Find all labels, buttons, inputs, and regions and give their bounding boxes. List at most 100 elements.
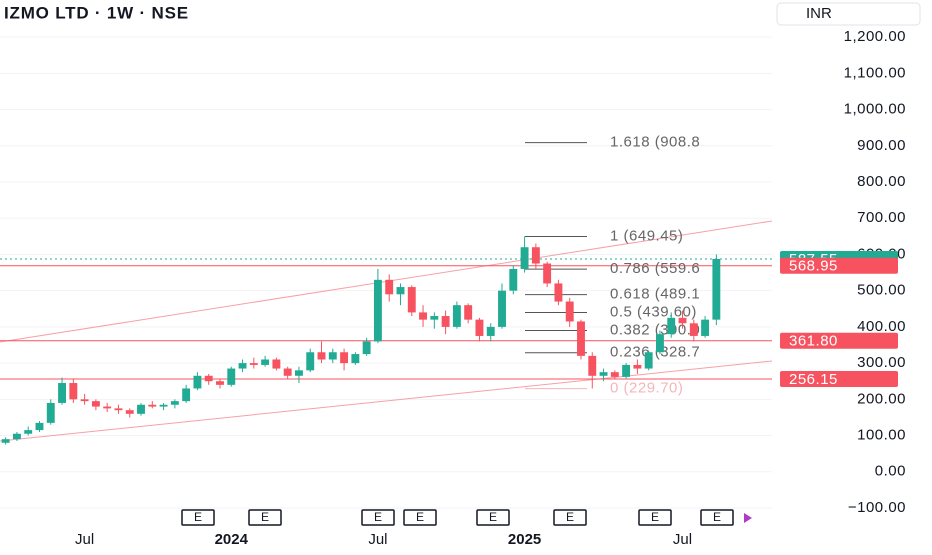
candle-body	[58, 383, 66, 403]
candle-body	[159, 404, 168, 407]
currency[interactable]: INR	[806, 5, 832, 22]
candle-body	[114, 408, 123, 411]
candle-body	[407, 287, 416, 313]
candle-body	[430, 316, 439, 320]
fib-label: 1.618 (908.8	[610, 134, 700, 151]
candle-body	[261, 359, 270, 365]
event-marker	[700, 509, 734, 526]
candle-body	[69, 383, 78, 400]
y-tick-label: 1,200.00	[844, 28, 906, 45]
event-marker	[638, 509, 672, 526]
y-tick-label: 500.00	[857, 282, 906, 299]
grid	[0, 36, 772, 509]
fib-label: 0.786 (559.6	[610, 260, 700, 277]
channel-lower	[0, 360, 772, 442]
candle-body	[599, 372, 608, 376]
candle-body	[633, 364, 642, 369]
candle-body	[678, 317, 687, 324]
candle-body	[148, 404, 157, 407]
chart-title: IZMO LTD · 1W · NSE	[4, 3, 189, 22]
candle-body	[509, 268, 518, 291]
candle-body	[170, 401, 179, 405]
candle-body	[486, 326, 495, 336]
candle-body	[656, 334, 664, 353]
candle-body	[46, 402, 55, 423]
candle-body	[701, 319, 710, 336]
candle-body	[35, 422, 44, 431]
event-label: E	[713, 510, 721, 524]
candle-body	[588, 355, 597, 376]
y-tick-label: 200.00	[857, 390, 906, 407]
candle-body	[452, 305, 461, 327]
x-tick-label: 2024	[215, 531, 249, 548]
candle-body	[689, 323, 698, 336]
y-tick-label: 1,100.00	[844, 64, 906, 81]
candle-body	[543, 263, 552, 284]
price-tag-label: 361.80	[789, 333, 838, 350]
y-tick-label: 0.00	[875, 463, 906, 480]
candle-body	[227, 368, 236, 385]
y-tick-label: 1,000.00	[844, 101, 906, 118]
fib-label: 1 (649.45)	[610, 228, 683, 245]
x-tick-label: 2025	[508, 531, 541, 548]
candle-body	[137, 404, 145, 414]
candle-body	[306, 352, 315, 371]
fib-label: 0 (229.70)	[610, 380, 683, 397]
candle-body	[216, 381, 224, 385]
price-tag	[780, 370, 898, 387]
candle-body	[238, 363, 247, 369]
y-axis: 1,200.00 1,100.00 1,000.00 900.00 800.00 700.…	[780, 28, 906, 516]
event-label: E	[566, 510, 574, 524]
candle-body	[610, 372, 619, 377]
candle-body	[373, 279, 382, 342]
candle-body	[91, 401, 100, 407]
candle-body	[328, 352, 337, 360]
y-tick-label: 100.00	[857, 427, 906, 444]
y-tick-label: 700.00	[857, 209, 906, 226]
event-marker	[403, 509, 437, 526]
y-tick-label: 300.00	[857, 354, 906, 371]
event-marker	[361, 509, 395, 526]
event-label: E	[374, 510, 382, 524]
event-label: E	[261, 510, 269, 524]
candle-body	[24, 430, 33, 434]
candle-body	[475, 319, 484, 336]
candle-body	[577, 321, 585, 356]
candle-body	[644, 352, 653, 369]
candle-body	[351, 354, 360, 364]
candle-body	[295, 370, 303, 376]
price-tag	[780, 257, 898, 274]
candle-body	[340, 352, 349, 364]
price-tag-label: 256.15	[789, 371, 838, 388]
candle-body	[419, 312, 427, 320]
candle-body	[283, 368, 292, 376]
scroll-arrow[interactable]	[744, 513, 752, 523]
event-label: E	[416, 510, 424, 524]
candle-body	[362, 341, 371, 355]
event-label: E	[489, 510, 497, 524]
event-marker	[476, 509, 510, 526]
y-tick-label: 800.00	[857, 173, 906, 190]
event-marker	[181, 509, 215, 526]
fib-label: 0.618 (489.1	[610, 286, 700, 303]
y-tick-label: 900.00	[857, 137, 906, 154]
candle-body	[498, 290, 506, 327]
candle-body	[565, 301, 574, 322]
price-tag-label: 568.95	[789, 258, 838, 275]
candle-body	[441, 316, 450, 327]
candle-body	[204, 375, 213, 382]
candle-body	[531, 247, 540, 264]
event-marker	[248, 509, 282, 526]
currency-box[interactable]	[776, 2, 921, 26]
x-tick-label: Jul	[673, 531, 692, 548]
plot: 1.618 (908.8 1 (649.45) 0.786 (559.6 0.618 …	[0, 134, 772, 445]
candle-body	[667, 317, 676, 335]
candle-body	[272, 359, 281, 369]
x-tick-label: Jul	[75, 531, 94, 548]
fib-label: 0.5 (439.60)	[610, 304, 697, 321]
candle-body	[125, 410, 134, 414]
candle-body	[712, 258, 721, 320]
candle-body	[103, 406, 112, 409]
